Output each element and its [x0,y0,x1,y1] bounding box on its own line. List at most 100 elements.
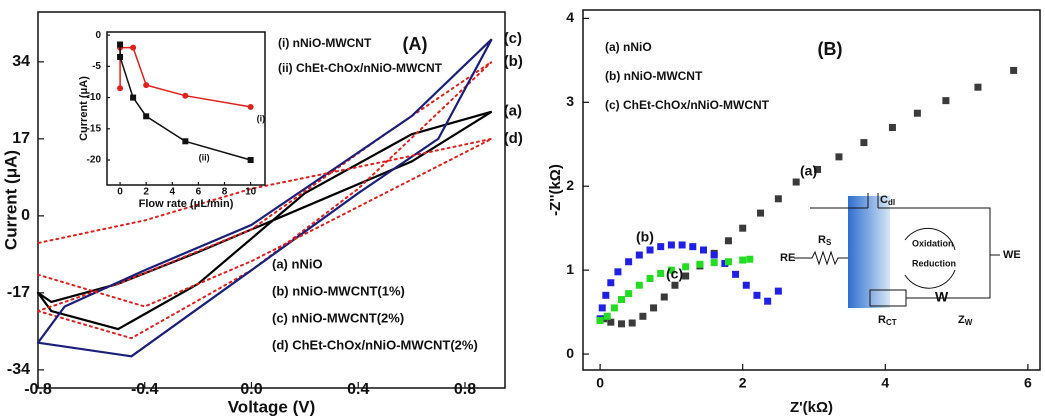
circuit-label: R [818,234,826,246]
data-point [913,109,921,117]
data-point [182,138,189,145]
x-tick-label: 6 [196,187,202,198]
x-axis-title: Z'(kΩ) [790,399,833,416]
data-point [182,92,189,99]
data-point [596,316,604,324]
data-point [600,315,608,323]
x-tick-label: 4 [881,375,889,391]
x-tick-label: -0.8 [24,381,52,398]
legend-label: (ii) ChEt-ChOx/nNiO-MWCNT [278,61,443,75]
data-point [143,82,150,89]
circuit-label: C [880,194,888,206]
data-point [247,157,254,164]
x-tick-label: 2 [739,375,747,391]
circuit-label: R [878,314,886,326]
wire [906,255,991,299]
series-line [36,38,493,358]
legend-label: (b) nNiO-MWCNT(1%) [272,283,405,298]
data-point [657,243,665,251]
y-tick-label: 2 [566,177,574,193]
y-axis-title: Current (μA) [1,150,20,250]
y-tick-label: 4 [566,9,574,25]
data-point [764,297,772,305]
data-point [625,290,633,298]
wire [878,207,1000,256]
data-point [860,139,868,147]
data-point [602,291,610,299]
data-point [732,270,740,278]
data-point [625,258,633,266]
data-point [710,251,718,259]
data-point [710,259,718,267]
data-point [774,195,782,203]
curve-label: (b) [636,229,654,245]
data-point [699,246,707,254]
circuit-label: W [935,289,949,305]
x-tick-label: 8 [222,187,228,198]
equivalent-circuit: RE WE RS Cdl RCT ZW W Oxidation Reductio… [780,193,1021,327]
data-point [753,291,761,299]
curve-label: (c) [666,266,683,282]
data-point [657,269,665,277]
legend-label: (i) nNiO-MWCNT [278,36,372,50]
series-line [37,137,493,308]
data-point [724,237,732,245]
data-point [646,246,654,254]
data-point [639,312,647,320]
plot-frame [582,9,1041,371]
circuit-label: ZW [958,314,973,327]
data-point [646,275,654,283]
data-point [667,266,675,274]
data-point [667,241,675,249]
data-point [660,293,668,301]
x-tick-label: 0 [596,375,604,391]
data-point [628,319,636,327]
circuit-subscript: CT [886,318,897,327]
legend-label: (c) ChEt-ChOx/nNiO-MWCNT [605,98,770,112]
circuit-label: RS [818,234,832,247]
data-point [671,281,679,289]
data-point [598,304,606,312]
data-point [617,320,625,328]
panel: 0 2 4 6 0 1 2 3 4 Z'(kΩ) -Z''(kΩ) (B) (a) nNiO (a) (b)… [547,9,1041,416]
arrow-oxidation [904,227,956,251]
data-point [1010,66,1018,74]
circuit-label: Z [958,314,965,326]
curve-label: (i) [257,113,266,123]
circuit-label: RE [780,252,795,264]
data-point [117,53,124,60]
data-point [739,256,747,264]
curve-label: (ii) [199,152,210,162]
x-tick-label: 10 [245,187,257,198]
y-tick-label: 1 [566,261,574,277]
data-point [635,251,643,259]
plot-frame [106,31,266,186]
data-point [682,263,690,271]
legend-label: (b) nNiO-MWCNT [605,69,703,83]
data-point [117,85,124,92]
circuit-label: Reduction [912,258,956,268]
data-point [617,296,625,304]
series-line [37,60,493,340]
y-tick-label: 3 [566,93,574,109]
circuit-subscript: S [826,238,832,247]
data-point [610,304,618,312]
circuit-label: WE [1003,249,1021,261]
data-point [757,209,765,217]
data-point [746,255,754,263]
data-point [774,287,782,295]
y-tick-label: 0 [566,345,574,361]
y-tick-label: 34 [12,53,30,70]
circuit-label: Oxidation [912,238,954,248]
data-point [689,243,697,251]
panel: 0 2 4 6 8 10 0 -5 -10 -15 -20 Flow rate (μL/min) Cur… [78,30,443,210]
data-point [117,41,124,48]
data-point [742,281,750,289]
data-point [603,312,611,320]
curve-label: (d) [504,130,523,147]
data-point [130,44,137,51]
legend-label: (d) ChEt-ChOx/nNiO-MWCNT(2%) [272,337,478,352]
x-axis-title: Voltage (V) [228,397,316,416]
data-point [942,97,950,105]
